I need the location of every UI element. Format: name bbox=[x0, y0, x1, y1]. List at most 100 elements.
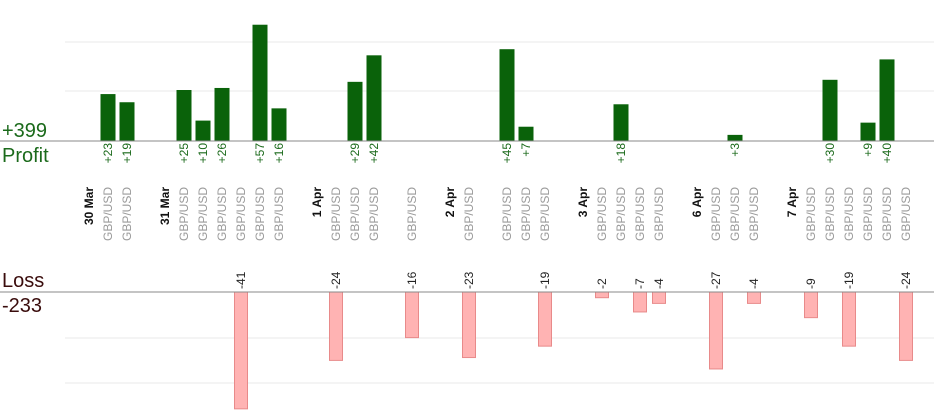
loss-bar bbox=[652, 291, 666, 304]
profit-bar bbox=[366, 55, 382, 141]
profit-value-label: +26 bbox=[215, 143, 229, 164]
slot-labels: 30 Mar GBP/USD +23 GBP/USD +19 31 Mar GBP/USD +… bbox=[82, 143, 913, 289]
pair-label: GBP/USD bbox=[177, 187, 191, 241]
loss-bar bbox=[633, 291, 647, 313]
loss-value-label: -7 bbox=[633, 278, 647, 289]
loss-value-label: -27 bbox=[709, 271, 723, 289]
profit-label: Profit bbox=[2, 145, 49, 167]
profit-bar bbox=[252, 24, 268, 141]
profit-value-label: +18 bbox=[614, 143, 628, 164]
pair-label: GBP/USD bbox=[633, 187, 647, 241]
pair-label: GBP/USD bbox=[348, 187, 362, 241]
pair-label: GBP/USD bbox=[823, 187, 837, 241]
loss-value-label: -24 bbox=[329, 271, 343, 289]
date-label: 2 Apr bbox=[443, 187, 457, 218]
profit-bar bbox=[195, 120, 211, 141]
loss-value-label: -41 bbox=[234, 271, 248, 289]
profit-value-label: +3 bbox=[728, 143, 742, 157]
profit-value-label: +7 bbox=[519, 143, 533, 157]
pair-label: GBP/USD bbox=[728, 187, 742, 241]
profit-value-label: +57 bbox=[253, 143, 267, 164]
profit-value-label: +19 bbox=[120, 143, 134, 164]
profit-bar bbox=[271, 108, 287, 141]
pair-label: GBP/USD bbox=[462, 187, 476, 241]
pair-label: GBP/USD bbox=[614, 187, 628, 241]
loss-bar bbox=[804, 291, 818, 319]
profit-bar bbox=[822, 79, 838, 141]
profit-value-label: +25 bbox=[177, 143, 191, 164]
profit-bar bbox=[727, 134, 743, 141]
loss-bar bbox=[538, 291, 552, 347]
profit-bar bbox=[860, 122, 876, 141]
loss-bar bbox=[405, 291, 419, 339]
profit-bar bbox=[518, 126, 534, 141]
profit-value-label: +9 bbox=[861, 143, 875, 157]
pair-label: GBP/USD bbox=[709, 187, 723, 241]
pair-label: GBP/USD bbox=[272, 187, 286, 241]
profit-value-label: +16 bbox=[272, 143, 286, 164]
loss-value-label: -19 bbox=[842, 271, 856, 289]
pair-label: GBP/USD bbox=[500, 187, 514, 241]
profit-value-label: +40 bbox=[880, 143, 894, 164]
profit-bar bbox=[176, 90, 192, 141]
profit-bar bbox=[879, 59, 895, 141]
pair-label: GBP/USD bbox=[595, 187, 609, 241]
pair-label: GBP/USD bbox=[196, 187, 210, 241]
date-label: 1 Apr bbox=[310, 187, 324, 218]
profit-value-label: +42 bbox=[367, 143, 381, 164]
pair-label: GBP/USD bbox=[120, 187, 134, 241]
loss-label: Loss bbox=[2, 270, 44, 292]
profit-value-label: +30 bbox=[823, 143, 837, 164]
pair-label: GBP/USD bbox=[747, 187, 761, 241]
loss-value-label: -2 bbox=[595, 278, 609, 289]
profit-value-label: +10 bbox=[196, 143, 210, 164]
pair-label: GBP/USD bbox=[880, 187, 894, 241]
loss-bar bbox=[462, 291, 476, 359]
profit-bars bbox=[100, 24, 895, 142]
profit-bar bbox=[613, 104, 629, 141]
loss-bar bbox=[709, 291, 723, 370]
pair-label: GBP/USD bbox=[253, 187, 267, 241]
loss-value-label: -4 bbox=[747, 278, 761, 289]
pair-label: GBP/USD bbox=[215, 187, 229, 241]
loss-bar bbox=[234, 291, 248, 410]
pair-label: GBP/USD bbox=[234, 187, 248, 241]
profit-value-label: +45 bbox=[500, 143, 514, 164]
pair-label: GBP/USD bbox=[861, 187, 875, 241]
pair-label: GBP/USD bbox=[652, 187, 666, 241]
loss-total: -233 bbox=[2, 295, 42, 317]
loss-bar bbox=[747, 291, 761, 304]
profit-bar bbox=[119, 102, 135, 141]
pair-label: GBP/USD bbox=[405, 187, 419, 241]
pair-label: GBP/USD bbox=[519, 187, 533, 241]
pair-label: GBP/USD bbox=[101, 187, 115, 241]
loss-bar bbox=[899, 291, 913, 361]
date-label: 6 Apr bbox=[690, 187, 704, 218]
profit-bar bbox=[214, 87, 230, 141]
loss-value-label: -19 bbox=[538, 271, 552, 289]
pair-label: GBP/USD bbox=[538, 187, 552, 241]
loss-value-label: -24 bbox=[899, 271, 913, 289]
loss-value-label: -23 bbox=[462, 271, 476, 289]
profit-bar bbox=[499, 49, 515, 142]
pair-label: GBP/USD bbox=[899, 187, 913, 241]
loss-value-label: -4 bbox=[652, 278, 666, 289]
grid bbox=[65, 41, 934, 384]
date-label: 30 Mar bbox=[82, 187, 96, 225]
profit-bar bbox=[347, 81, 363, 141]
profit-bar bbox=[100, 94, 116, 141]
loss-value-label: -9 bbox=[804, 278, 818, 289]
pair-label: GBP/USD bbox=[804, 187, 818, 241]
pair-label: GBP/USD bbox=[329, 187, 343, 241]
loss-bar bbox=[842, 291, 856, 347]
pair-label: GBP/USD bbox=[842, 187, 856, 241]
profit-value-label: +29 bbox=[348, 143, 362, 164]
profit-total: +399 bbox=[2, 120, 47, 142]
pair-label: GBP/USD bbox=[367, 187, 381, 241]
date-label: 7 Apr bbox=[785, 187, 799, 218]
loss-value-label: -16 bbox=[405, 271, 419, 289]
loss-bars bbox=[234, 291, 913, 410]
loss-bar bbox=[329, 291, 343, 361]
date-label: 3 Apr bbox=[576, 187, 590, 218]
